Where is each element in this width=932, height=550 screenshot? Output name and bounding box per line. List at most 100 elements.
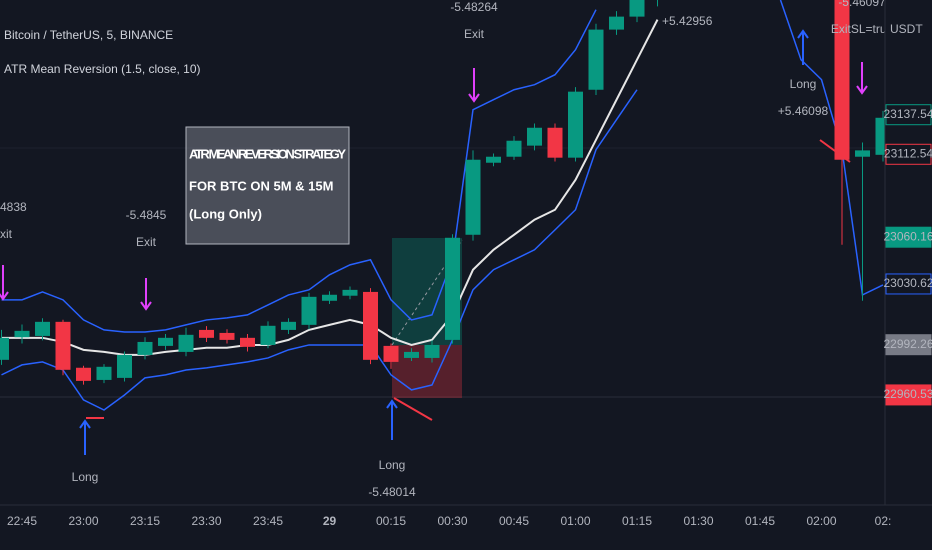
x-tick-label: 01:15 [622,514,652,528]
candle-body [527,127,542,146]
candle-body [55,321,71,370]
x-tick-label: 02:00 [806,514,836,528]
long-arrow [386,399,398,440]
indicator-line [1,9,597,333]
chart-title: Bitcoin / TetherUS, 5, BINANCE [4,28,173,42]
price-label: 22960.53 [883,387,932,401]
annotations: 4838 xit -5.4845 Exit -5.48264 Exit Long Long -5… [0,0,894,499]
candle-body [322,294,337,301]
price-label: 23112.54 [884,146,932,160]
indicator-line [1,0,884,411]
candle-body [506,140,522,157]
candle-body [486,156,501,163]
price-label-box [885,384,932,406]
trade-label: +5.42956 [662,14,713,28]
exit-arrow [0,265,9,301]
candle-body [404,351,419,358]
trade-label: Exit [136,235,157,249]
candle-body [260,325,276,345]
price-label: 23030.62 [883,276,932,290]
note-box [185,126,350,245]
price-label-box [885,104,932,126]
note-line: (Long Only) [189,206,262,221]
price-label-box [885,143,932,165]
candle-body [219,332,235,340]
candle-body [301,296,317,325]
price-label: 23060.16 [883,229,932,243]
candle-body [199,329,214,338]
candle-body [588,29,604,90]
candle-body [14,330,30,338]
long-arrow [797,29,809,65]
note-line: ATR MEAN REVERSION STRATEGY [189,146,346,161]
x-tick-label: 01:45 [745,514,775,528]
plot: ATR MEAN REVERSION STRATEGY FOR BTC ON 5… [0,0,894,499]
candle-body [0,337,9,360]
price-label: 23137.54 [883,107,932,121]
candle-body [383,345,399,362]
candle-body [96,366,112,380]
x-tick-label: 00:15 [376,514,406,528]
x-tick-label: 01:00 [560,514,590,528]
price-label: 22992.26 [883,337,932,351]
candle-body [342,289,358,296]
candle-body [465,159,481,235]
trade-label: -5.48014 [368,485,416,499]
candle-body [547,127,563,158]
currency: USDT [890,22,923,36]
trade-label: Exit [464,27,485,41]
candle-body [445,237,460,340]
candle-body [158,337,173,346]
candle-body [240,337,255,347]
trade-label: -5.48264 [450,0,498,14]
candle-body [629,0,645,17]
indicator-name: ATR Mean Reversion (1.5, close, 10) [4,62,201,76]
candle-body [137,341,153,355]
x-tick-label: 02: [875,514,892,528]
trade-label: Long [379,458,406,472]
x-tick-label: 23:15 [130,514,160,528]
stop-line [86,139,851,421]
x-tick-label: 29 [323,514,337,528]
arrows [0,29,868,455]
x-tick-label: 01:30 [683,514,713,528]
candle-body [834,0,850,160]
trade-label: xit [0,227,13,241]
candle-body [855,150,870,157]
indicator-line [1,19,659,356]
x-tick-label: 23:30 [191,514,221,528]
candle-body [568,91,583,158]
trade-label: Long [790,77,817,91]
price-label-box [885,334,932,356]
long-arrow [79,419,91,455]
exit-arrow [856,62,868,95]
exit-arrow [468,68,480,103]
exit-arrow [140,278,152,311]
note-line: FOR BTC ON 5M & 15M [189,178,333,193]
trade-label: +5.46098 [778,104,829,118]
x-tick-label: 00:45 [499,514,529,528]
candle-body [35,321,50,336]
series-layer [0,0,885,411]
candle-body [363,291,378,360]
price-label-box [885,273,932,295]
price-label-box [885,226,932,248]
candle-body [609,16,624,30]
x-tick-label: 00:30 [437,514,467,528]
x-tick-label: 22:45 [7,514,37,528]
candle-body [875,117,885,155]
candle-body [281,321,296,330]
trade-label: ExitSL=true [831,22,894,36]
candle-body [76,367,91,381]
candle-body [178,334,194,352]
trade-label: 4838 [0,200,27,214]
candle-body [117,354,132,378]
trade-label: Long [72,470,99,484]
candle-body [424,344,440,358]
trade-label: -5.46097 [838,0,886,9]
x-tick-label: 23:00 [68,514,98,528]
trade-label: -5.4845 [126,208,167,222]
